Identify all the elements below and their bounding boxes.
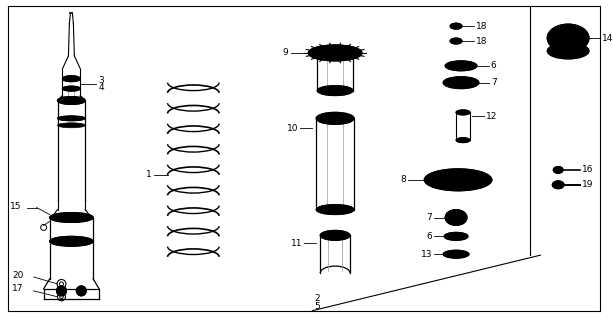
Ellipse shape (63, 76, 80, 82)
Ellipse shape (443, 77, 479, 89)
Text: 5: 5 (314, 302, 320, 311)
Ellipse shape (558, 32, 578, 44)
Ellipse shape (456, 138, 470, 143)
Ellipse shape (58, 123, 85, 128)
Text: 3: 3 (98, 76, 104, 85)
Ellipse shape (328, 233, 342, 238)
Ellipse shape (453, 25, 459, 28)
Ellipse shape (450, 38, 462, 44)
Ellipse shape (456, 110, 470, 115)
Ellipse shape (452, 63, 470, 69)
Ellipse shape (554, 166, 563, 173)
Ellipse shape (450, 234, 462, 238)
Ellipse shape (58, 116, 85, 121)
Ellipse shape (50, 236, 93, 246)
Text: 4: 4 (98, 83, 104, 92)
Text: 19: 19 (582, 180, 593, 189)
Ellipse shape (316, 112, 354, 124)
Ellipse shape (435, 172, 481, 187)
Text: 17: 17 (12, 284, 23, 293)
Ellipse shape (327, 116, 343, 121)
Ellipse shape (450, 23, 462, 29)
Text: 12: 12 (486, 112, 497, 121)
Text: 13: 13 (421, 250, 432, 259)
Ellipse shape (453, 40, 459, 43)
Text: 9: 9 (283, 48, 289, 57)
Ellipse shape (308, 45, 362, 61)
Text: 16: 16 (582, 165, 593, 174)
Ellipse shape (316, 204, 354, 214)
Text: 6: 6 (491, 61, 497, 70)
Ellipse shape (444, 232, 468, 240)
Text: 10: 10 (287, 124, 299, 133)
Ellipse shape (552, 181, 564, 189)
Ellipse shape (547, 43, 589, 59)
Text: 2: 2 (314, 294, 320, 303)
Ellipse shape (318, 48, 353, 58)
Text: 18: 18 (476, 22, 487, 31)
Ellipse shape (452, 253, 460, 255)
Ellipse shape (320, 230, 350, 240)
Ellipse shape (445, 210, 467, 225)
Circle shape (56, 286, 66, 296)
Ellipse shape (318, 86, 353, 96)
Text: 15: 15 (10, 202, 21, 211)
Ellipse shape (449, 252, 463, 257)
Text: 7: 7 (491, 78, 497, 87)
Text: 18: 18 (476, 36, 487, 45)
Text: 1: 1 (146, 170, 151, 180)
Ellipse shape (454, 235, 459, 237)
Ellipse shape (443, 250, 469, 258)
Ellipse shape (450, 213, 462, 221)
Ellipse shape (445, 61, 477, 71)
Text: 14: 14 (602, 34, 613, 43)
Ellipse shape (58, 97, 85, 104)
Ellipse shape (547, 24, 589, 52)
Ellipse shape (424, 169, 492, 191)
Ellipse shape (445, 175, 471, 184)
Ellipse shape (458, 81, 464, 84)
Text: 8: 8 (401, 175, 406, 184)
Ellipse shape (50, 212, 93, 222)
Ellipse shape (63, 86, 80, 91)
Text: 7: 7 (427, 213, 432, 222)
Text: 6: 6 (427, 232, 432, 241)
Ellipse shape (455, 81, 467, 85)
Circle shape (77, 286, 86, 296)
Text: 20: 20 (12, 270, 23, 279)
Ellipse shape (452, 178, 464, 182)
Ellipse shape (451, 79, 471, 86)
Ellipse shape (457, 64, 465, 67)
Ellipse shape (454, 216, 459, 219)
Text: 11: 11 (291, 239, 302, 248)
